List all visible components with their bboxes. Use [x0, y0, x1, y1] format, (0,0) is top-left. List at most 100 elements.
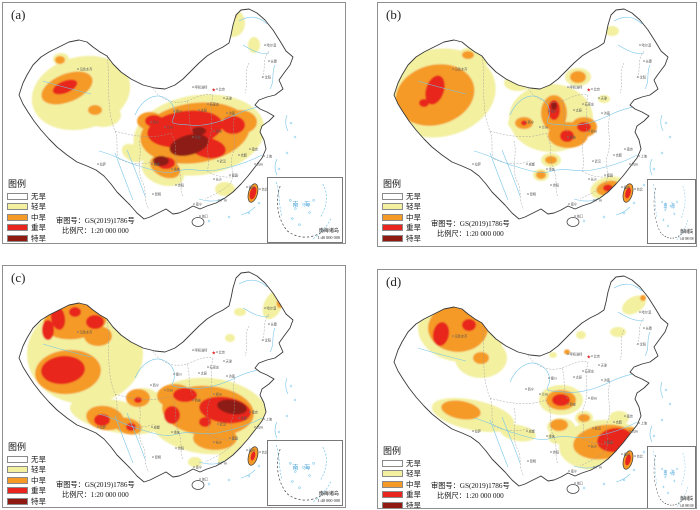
islands-label: 南海诸岛 [319, 227, 339, 234]
province-boundary [581, 94, 589, 172]
province-boundary [605, 381, 611, 451]
legend-label: 特旱 [406, 500, 421, 509]
city-label: 福州 [249, 447, 255, 452]
city-label: 长沙 [591, 443, 598, 448]
province-boundary [204, 445, 232, 463]
city-label: 武汉 [595, 425, 602, 430]
drought-area [549, 352, 557, 358]
drought-area [41, 355, 85, 385]
drought-area [441, 400, 481, 420]
city-label: 银川 [551, 375, 557, 380]
city-label: 天津 [601, 362, 608, 367]
legend-item: 中旱 [7, 475, 46, 486]
legend-swatch [382, 234, 403, 242]
river [114, 415, 134, 464]
city-label: 西安 [570, 134, 576, 139]
drought-area [145, 115, 163, 127]
province-boundary [230, 377, 236, 447]
legend-swatch [382, 213, 403, 221]
city-label: 天津 [226, 95, 233, 100]
river [417, 80, 467, 95]
province-boundary [545, 399, 559, 465]
drought-area [598, 95, 610, 103]
city-label: 昆明 [155, 454, 161, 459]
city-label: 济南 [229, 110, 235, 115]
drought-area [550, 419, 568, 431]
drought-area [153, 156, 169, 166]
city-label: 合肥 [241, 415, 248, 420]
river [644, 64, 651, 90]
drought-area [229, 9, 237, 19]
city-label: 天津 [601, 95, 608, 100]
river [238, 16, 268, 25]
city-label: 呼和浩特 [570, 351, 584, 356]
legend-swatch [7, 487, 28, 495]
hainan-island [566, 484, 580, 494]
drought-area [622, 295, 646, 315]
city-label: 北京 [219, 86, 225, 91]
river [489, 419, 509, 468]
legend-label: 重旱 [31, 223, 46, 233]
city-label: 太原 [201, 370, 207, 375]
city-label: 石家庄 [210, 364, 220, 369]
city-label: 呼和浩特 [195, 84, 209, 89]
city-label: 济南 [604, 110, 610, 115]
taiwan-drought-core [250, 451, 256, 461]
city-label: 合肥 [241, 152, 248, 157]
province-boundary [481, 322, 495, 427]
legend-item: 轻旱 [7, 465, 46, 476]
legend-label: 特旱 [31, 496, 46, 506]
city-label: 兰州 [542, 391, 548, 396]
city-label: 成都 [529, 161, 536, 166]
city-label: 长沙 [216, 176, 223, 181]
city-label: 拉萨 [475, 428, 482, 433]
city-label: 海口 [202, 476, 208, 481]
city-label: 广州 [221, 197, 227, 202]
legend-label: 轻旱 [31, 202, 46, 212]
city-label: 重庆 [549, 166, 556, 171]
legend-title: 图例 [383, 446, 402, 456]
city-label: 杭州 [632, 428, 638, 433]
river [42, 80, 92, 95]
drought-area [188, 457, 202, 467]
province-boundary [619, 62, 625, 94]
city-label: 台北 [637, 186, 644, 191]
river [573, 464, 600, 469]
city-label: 乌鲁木齐 [80, 329, 94, 334]
river [473, 417, 638, 440]
south-china-sea-inset: 南 海南海诸岛 1:40 000 000 [647, 446, 696, 508]
city-label: 杭州 [632, 161, 638, 166]
legend-swatch [382, 480, 403, 488]
city-label: 哈尔滨 [267, 305, 277, 310]
legend-item: 重旱 [382, 223, 421, 234]
drought-area [126, 423, 136, 431]
legend-swatch [7, 213, 28, 221]
legend-swatch [382, 203, 403, 211]
drought-area [462, 51, 474, 59]
islands-label: 南海诸岛 [680, 227, 693, 235]
legend-label: 轻旱 [406, 469, 421, 479]
city-label: 上海 [641, 420, 648, 425]
province-boundary [106, 55, 120, 160]
drought-area [462, 319, 476, 331]
city-label: 成都 [154, 424, 161, 429]
panel-c: 乌鲁木齐 哈尔滨 长春 沈阳 呼和浩特 北京 天津 石家庄 太原 济南 银川 西宁 兰州 郑州 西安 南京 合肥… [2, 265, 346, 508]
beijing-star-icon: ★ [212, 88, 217, 94]
legend-label: 重旱 [406, 223, 421, 233]
drought-area [69, 307, 81, 317]
sea-label: 南 海 [663, 469, 676, 477]
river [644, 331, 651, 357]
city-label: 贵阳 [553, 449, 559, 454]
city-label: 石家庄 [585, 101, 595, 106]
drought-area [610, 327, 626, 337]
province-boundary [114, 130, 172, 137]
drought-area [221, 9, 245, 37]
legend-item: 无旱 [382, 191, 421, 202]
legend-label: 无旱 [406, 191, 421, 201]
drought-area [551, 102, 557, 110]
city-label: 武汉 [220, 158, 227, 163]
